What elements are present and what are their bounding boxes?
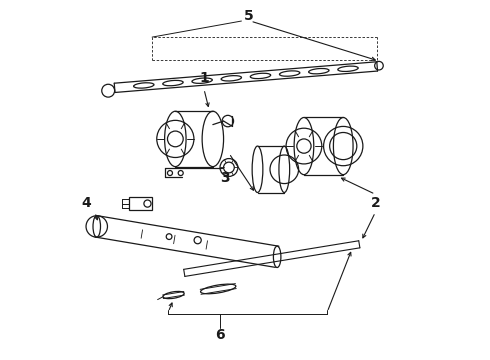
Text: 5: 5 <box>244 9 253 23</box>
Text: 2: 2 <box>370 196 380 210</box>
Text: 6: 6 <box>215 328 225 342</box>
Text: 4: 4 <box>81 196 91 210</box>
Text: 3: 3 <box>220 171 230 185</box>
Text: 1: 1 <box>199 71 209 85</box>
